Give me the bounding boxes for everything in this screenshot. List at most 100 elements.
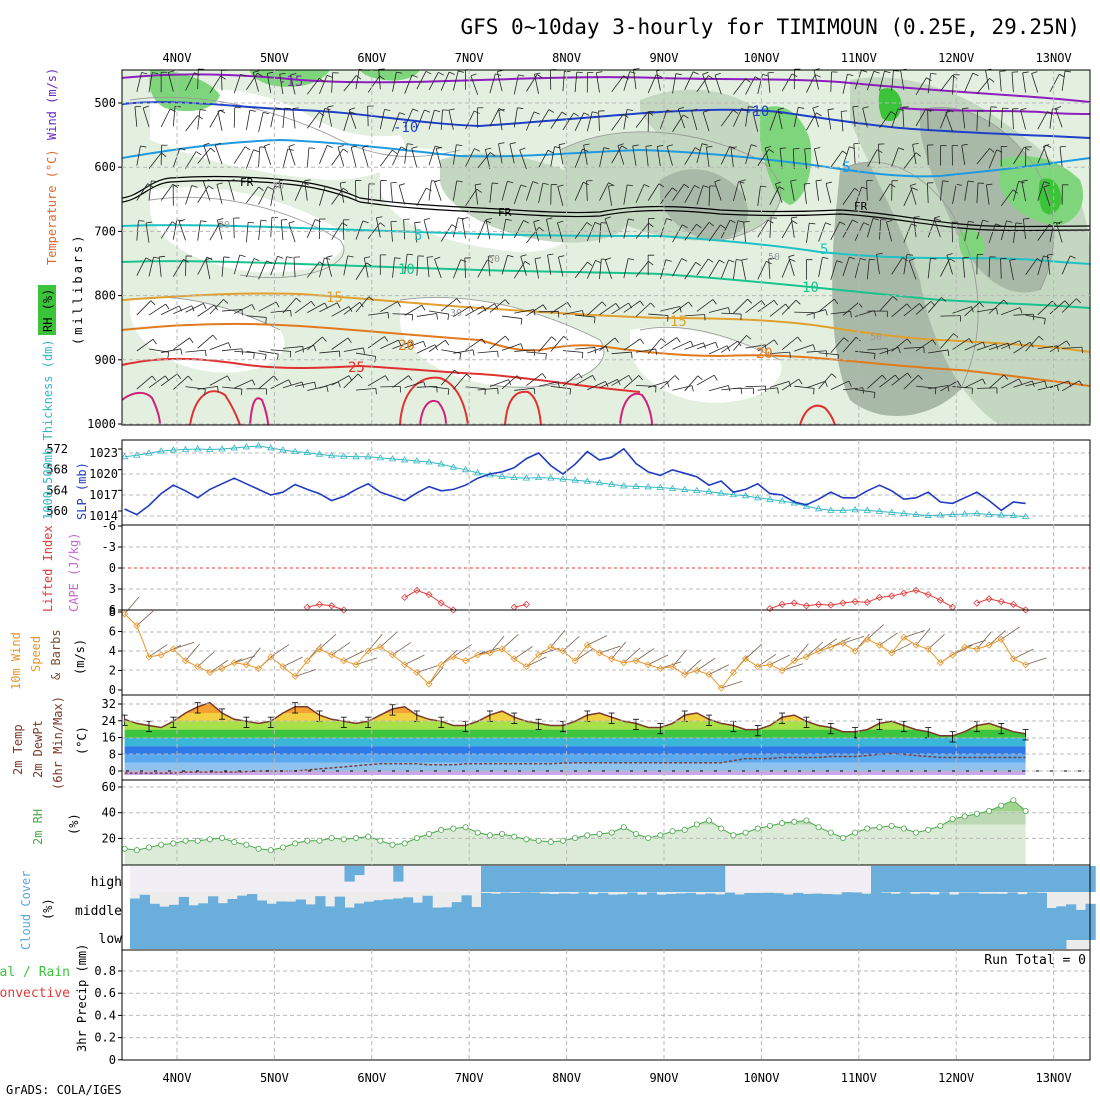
rh2m-point — [182, 837, 189, 844]
cloud-middle-bar — [822, 894, 833, 920]
cloud-high-bar — [997, 866, 1008, 892]
rh2m-point — [669, 828, 676, 835]
thickness-point — [181, 445, 190, 452]
cloud-middle-bars — [130, 892, 1096, 920]
cloud-high-bar — [1066, 866, 1077, 892]
cloud-high-bar — [988, 866, 999, 892]
rh2m-point — [645, 835, 652, 842]
rh2m-point — [657, 832, 664, 839]
rh2m-point — [219, 835, 226, 842]
contour-label-p15b: 15 — [670, 314, 687, 330]
y-tick-label: 564 — [46, 483, 68, 497]
wind-speed-point — [401, 661, 409, 669]
bottom-date-label: 7NOV — [455, 1071, 484, 1085]
cloud-high-bar — [578, 866, 589, 892]
thickness-point — [997, 511, 1005, 518]
cloud-low-bar — [832, 919, 843, 949]
rh2m-point — [486, 832, 493, 839]
cloud-low-bar — [900, 919, 911, 949]
cloud-high-bar — [1017, 866, 1028, 892]
cloud-high-bar — [695, 866, 706, 892]
cloud-high-bar — [1046, 866, 1057, 892]
cloud-ylabel-2: (%) — [41, 898, 55, 920]
cloud-low-bar — [939, 919, 950, 949]
wind-speed-point — [315, 645, 324, 653]
cloud-low-bar — [1075, 919, 1086, 940]
rh2m-point — [718, 825, 725, 832]
rh2m-point — [986, 808, 993, 815]
y-tick-label: 4 — [109, 644, 116, 658]
contour-label-p25: 25 — [348, 360, 365, 376]
rh2m-point — [998, 802, 1005, 809]
cloud-middle-bar — [393, 898, 404, 920]
rh2m-point — [231, 839, 238, 846]
cloud-middle-bar — [588, 894, 599, 920]
rh2m-point — [145, 844, 152, 851]
thickness-point — [900, 509, 908, 516]
top-date-label: 8NOV — [552, 51, 581, 65]
cloud-high-bar — [559, 866, 570, 892]
cloud-middle-bar — [1085, 903, 1096, 920]
bottom-date-label: 12NOV — [938, 1071, 974, 1085]
contour-label-rh30c: 30 — [450, 308, 462, 319]
cloud-low-bar — [958, 919, 969, 949]
cloud-middle-bar — [432, 907, 443, 920]
thickness-point — [193, 445, 202, 452]
cloud-middle-bar — [676, 893, 687, 920]
footer-credit: GrADS: COLA/IGES — [6, 1083, 122, 1097]
cloud-middle-bar — [880, 892, 891, 920]
top-date-label: 10NOV — [743, 51, 779, 65]
thickness-point — [461, 466, 470, 473]
upper-ylabel-wind: Wind (m/s) — [45, 68, 59, 140]
temp2m-ylabel-2: 2m DewPt — [31, 720, 45, 778]
cloud-middle-bar — [169, 904, 180, 920]
rh2m-point — [596, 830, 603, 837]
cloud-middle-bar — [812, 893, 823, 920]
thickness-point — [449, 463, 458, 470]
cloud-high-bar — [500, 866, 511, 892]
rh2m-point — [900, 825, 907, 832]
cloud-middle-bar — [217, 903, 228, 920]
rh2m-point — [243, 841, 250, 848]
cloud-low-bar — [481, 919, 492, 949]
cloud-low-bar — [393, 919, 404, 949]
cloud-low-bar — [139, 919, 150, 949]
rh2m-point — [133, 847, 140, 854]
precip-run-total: Run Total = 0 — [984, 953, 1086, 968]
top-date-labels: 4NOV 5NOV 6NOV 7NOV 8NOV 9NOV 10NOV 11NOV 12NOV 1… — [163, 51, 1072, 65]
cloud-low-bar — [568, 919, 579, 949]
thickness-point — [559, 475, 567, 482]
rh2m-point — [766, 822, 773, 829]
cloud-middle-bar — [471, 906, 482, 920]
cloud-low-bar — [802, 919, 813, 949]
wind-speed-point — [961, 643, 969, 651]
wind-speed-point — [181, 657, 190, 665]
cloud-low-bar — [656, 919, 667, 949]
cloud-middle-bar — [315, 896, 326, 920]
cloud-middle-bar — [559, 893, 570, 920]
rh2m-point — [401, 840, 408, 847]
y-tick-label: 32 — [102, 697, 116, 711]
cloud-low-bar — [988, 919, 999, 949]
cloud-low-bar — [919, 919, 930, 949]
wind-speed-point — [145, 653, 153, 661]
cloud-middle-bar — [1036, 892, 1047, 920]
y-tick-label: 800 — [94, 289, 116, 303]
cloud-low-bar — [627, 919, 638, 949]
cloud-middle-bar — [286, 901, 297, 920]
thickness-point — [364, 453, 372, 460]
rh2m-point — [779, 820, 786, 827]
y-tick-label: 0 — [109, 683, 116, 697]
wind-speed-point — [474, 651, 482, 659]
rh2m-point — [949, 816, 956, 823]
cloud-middle-bar — [763, 892, 774, 920]
cloud-low-bar — [1017, 919, 1028, 949]
top-date-label: 4NOV — [163, 51, 192, 65]
contour-label-m15: -15 — [278, 74, 303, 90]
cloud-high-bar — [685, 866, 696, 892]
cloud-high-bar — [919, 866, 930, 892]
lifted-index-point — [328, 602, 336, 610]
contour-label-p10b: 10 — [802, 280, 819, 296]
thickness-point — [863, 506, 872, 513]
